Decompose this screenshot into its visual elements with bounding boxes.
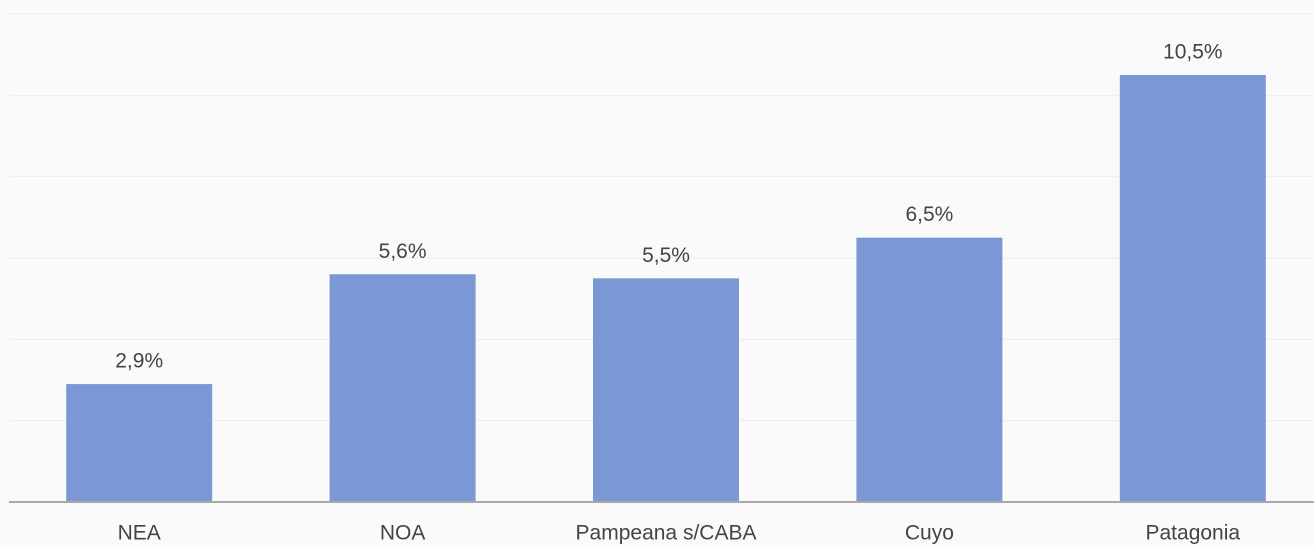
value-label: 6,5%	[905, 203, 953, 226]
x-tick-label: NOA	[380, 522, 426, 545]
bar	[1119, 75, 1266, 502]
bar	[66, 384, 213, 502]
bar	[329, 274, 476, 502]
value-label: 5,6%	[379, 240, 427, 263]
value-label: 2,9%	[115, 350, 163, 373]
value-label: 5,5%	[642, 244, 690, 267]
x-tick-label: Patagonia	[1146, 522, 1241, 545]
x-tick-label: Cuyo	[905, 522, 954, 545]
bar	[593, 278, 739, 502]
x-tick-label: NEA	[118, 522, 161, 545]
value-label: 10,5%	[1163, 41, 1223, 64]
x-tick-label: Pampeana s/CABA	[576, 522, 757, 545]
bar	[856, 237, 1003, 502]
